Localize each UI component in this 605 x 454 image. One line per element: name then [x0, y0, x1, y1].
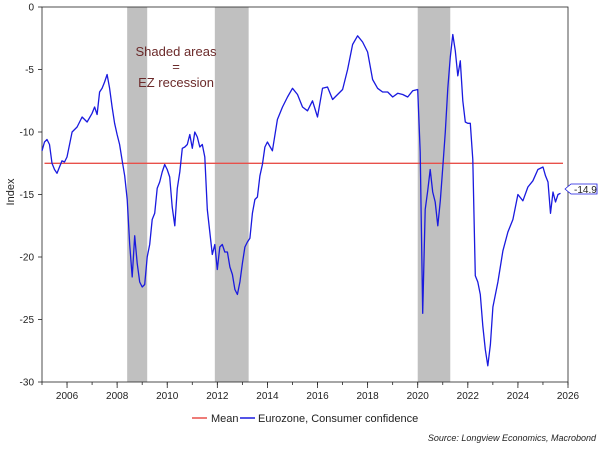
last-value-tag: -14.9: [564, 183, 598, 196]
x-tick-label: 2026: [557, 391, 580, 402]
y-axis-label: Index: [5, 178, 17, 205]
annotation-line-1: Shaded areas: [136, 44, 217, 59]
recession-band-3: [417, 7, 451, 382]
legend-label-mean: Mean: [211, 413, 239, 425]
y-tick-label: 0: [28, 3, 34, 14]
x-tick-label: 2016: [306, 391, 329, 402]
y-tick-label: -20: [20, 253, 35, 264]
x-tick-label: 2018: [356, 391, 379, 402]
last-value-tag-box: [564, 183, 598, 195]
series-line-eurozone-consumer-confidence: [41, 33, 561, 367]
y-axis: 0 -5 -10 -15 -20 -25 -30: [20, 3, 42, 389]
x-tick-label: 2022: [457, 391, 480, 402]
series-lines: [41, 33, 563, 367]
legend-label-eurozone: Eurozone, Consumer confidence: [258, 413, 418, 425]
legend: Mean Eurozone, Consumer confidence: [192, 413, 418, 425]
last-value-label: -14.9: [574, 185, 597, 196]
recession-band-2: [214, 7, 249, 382]
annotation-line-2: =: [172, 59, 180, 74]
x-tick-label: 2012: [206, 391, 229, 402]
y-tick-label: -5: [25, 65, 34, 76]
recession-band-1: [127, 7, 148, 382]
plot-frame: [41, 6, 569, 383]
y-tick-label: -25: [20, 315, 35, 326]
x-tick-label: 2010: [156, 391, 179, 402]
x-tick-label: 2014: [256, 391, 279, 402]
recession-shading: [127, 7, 451, 382]
annotation-line-3: EZ recession: [138, 75, 214, 90]
x-tick-label: 2008: [106, 391, 129, 402]
recession-annotation: Shaded areas = EZ recession: [136, 44, 217, 90]
source-note: Source: Longview Economics, Macrobond: [428, 433, 597, 443]
y-tick-label: -30: [20, 378, 35, 389]
x-tick-label: 2020: [407, 391, 430, 402]
x-axis: 2006 2008 2010 2012 2014 2016 2018 2020 2022 2024…: [41, 382, 580, 402]
y-tick-label: -10: [20, 128, 35, 139]
y-tick-label: -15: [20, 190, 35, 201]
x-tick-label: 2006: [56, 391, 79, 402]
x-tick-label: 2024: [507, 391, 530, 402]
